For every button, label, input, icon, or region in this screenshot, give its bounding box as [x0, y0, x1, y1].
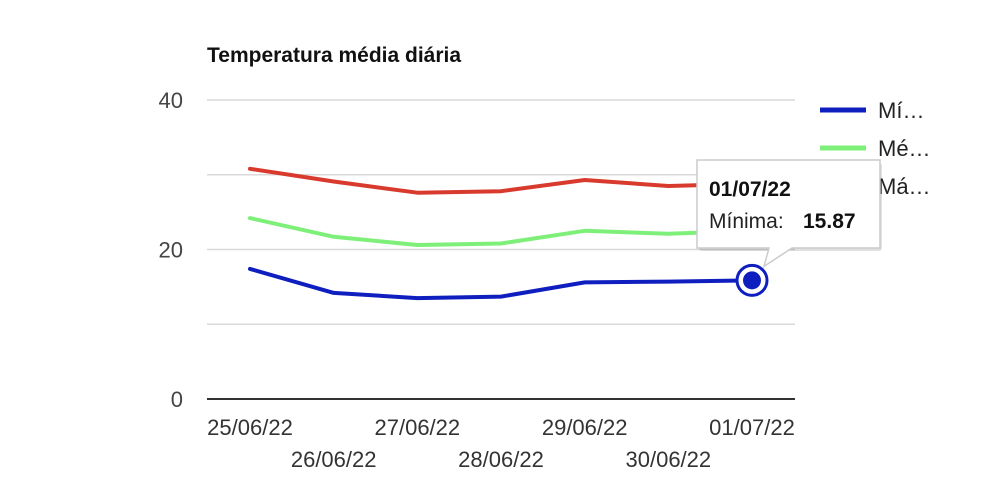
tooltip-series-label: Mínima:: [709, 210, 784, 233]
y-axis-ticks: 0 20 40: [159, 88, 183, 412]
series-line-2[interactable]: [248, 166, 754, 195]
chart-title: Temperatura média diária: [207, 44, 461, 67]
x-tick-label: 26/06/22: [291, 447, 377, 472]
tooltip-date: 01/07/22: [709, 178, 791, 201]
x-tick-label: 30/06/22: [626, 447, 712, 472]
series-line-0[interactable]: [248, 266, 754, 301]
x-tick-label: 27/06/22: [375, 415, 461, 440]
x-tick-label: 25/06/22: [207, 415, 293, 440]
x-tick-label: 01/07/22: [709, 415, 795, 440]
y-tick-label: 20: [159, 238, 183, 263]
tooltip-value: 15.87: [803, 210, 856, 233]
y-tick-label: 0: [171, 387, 183, 412]
x-tick-label: 29/06/22: [542, 415, 628, 440]
highlight-point[interactable]: [743, 271, 761, 290]
legend-label[interactable]: Mí…: [878, 98, 924, 123]
series-lines: [248, 166, 754, 301]
x-tick-label: 28/06/22: [458, 447, 544, 472]
legend-label[interactable]: Mé…: [878, 136, 931, 161]
tooltip: 01/07/22 Mínima: 15.87: [696, 159, 882, 297]
y-tick-label: 40: [159, 88, 183, 113]
x-axis-ticks: 25/06/22 26/06/22 27/06/22 28/06/22 29/06/22…: [207, 415, 795, 472]
series-line-1[interactable]: [248, 216, 754, 247]
gridlines: [207, 99, 795, 400]
legend-label[interactable]: Má…: [878, 174, 931, 199]
tooltip-box: [696, 159, 881, 269]
